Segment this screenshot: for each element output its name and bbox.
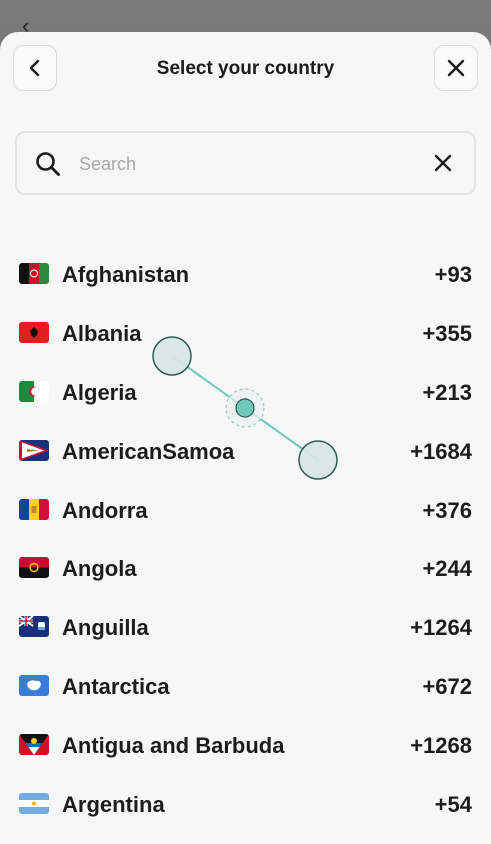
country-row-antigua-and-barbuda[interactable]: Antigua and Barbuda +1268 bbox=[0, 717, 491, 776]
country-picker-sheet: Select your country Afghanistan +93 bbox=[0, 32, 491, 844]
country-name: Algeria bbox=[62, 379, 137, 405]
country-row-american-samoa[interactable]: AmericanSamoa +1684 bbox=[0, 423, 491, 482]
close-button[interactable] bbox=[434, 45, 478, 91]
chevron-left-icon bbox=[29, 59, 40, 77]
country-code: +213 bbox=[422, 379, 472, 405]
country-row-anguilla[interactable]: Anguilla +1264 bbox=[0, 599, 491, 658]
country-code: +376 bbox=[422, 497, 472, 523]
country-code: +672 bbox=[422, 674, 472, 700]
country-name: Angola bbox=[62, 556, 137, 582]
country-row-angola[interactable]: Angola +244 bbox=[0, 540, 491, 599]
angola-flag-icon bbox=[19, 557, 49, 579]
background-back-icon: ‹ bbox=[22, 13, 30, 38]
country-row-afghanistan[interactable]: Afghanistan +93 bbox=[0, 246, 491, 305]
country-name: Antarctica bbox=[62, 674, 170, 700]
algeria-flag-icon bbox=[19, 380, 49, 402]
country-name: AmericanSamoa bbox=[62, 438, 235, 464]
close-icon bbox=[447, 59, 465, 77]
country-name: Albania bbox=[62, 320, 142, 346]
country-code: +244 bbox=[422, 556, 472, 582]
country-name: Afghanistan bbox=[62, 262, 190, 287]
country-code: +1684 bbox=[410, 438, 472, 464]
american-samoa-flag-icon bbox=[19, 439, 49, 461]
country-code: +1264 bbox=[410, 615, 472, 641]
search-input[interactable] bbox=[77, 147, 421, 181]
country-row-albania[interactable]: Albania +355 bbox=[0, 305, 491, 364]
country-code: +355 bbox=[422, 320, 472, 346]
back-button[interactable] bbox=[13, 45, 57, 91]
country-name: Anguilla bbox=[62, 615, 149, 641]
country-name: Andorra bbox=[62, 497, 148, 523]
country-code: +54 bbox=[434, 792, 472, 818]
search-box bbox=[15, 131, 476, 195]
country-name: Antigua and Barbuda bbox=[62, 733, 285, 759]
country-list: Afghanistan +93 Albania +355 Algeria +21… bbox=[0, 246, 491, 835]
search-icon bbox=[36, 152, 60, 176]
country-name: Argentina bbox=[62, 792, 165, 818]
country-code: +1268 bbox=[410, 733, 472, 759]
andorra-flag-icon bbox=[19, 498, 49, 520]
afghanistan-flag-icon bbox=[19, 263, 49, 284]
anguilla-flag-icon bbox=[19, 616, 49, 638]
page-title: Select your country bbox=[156, 58, 335, 79]
antigua-and-barbuda-flag-icon bbox=[19, 734, 49, 756]
country-row-andorra[interactable]: Andorra +376 bbox=[0, 482, 491, 541]
clear-icon[interactable] bbox=[433, 153, 453, 173]
antarctica-flag-icon bbox=[19, 675, 49, 697]
sheet-header: Select your country bbox=[0, 32, 491, 108]
country-code: +93 bbox=[434, 262, 472, 287]
country-row-algeria[interactable]: Algeria +213 bbox=[0, 364, 491, 423]
country-row-argentina[interactable]: Argentina +54 bbox=[0, 776, 491, 835]
country-row-antarctica[interactable]: Antarctica +672 bbox=[0, 658, 491, 717]
argentina-flag-icon bbox=[19, 793, 49, 815]
albania-flag-icon bbox=[19, 321, 49, 343]
